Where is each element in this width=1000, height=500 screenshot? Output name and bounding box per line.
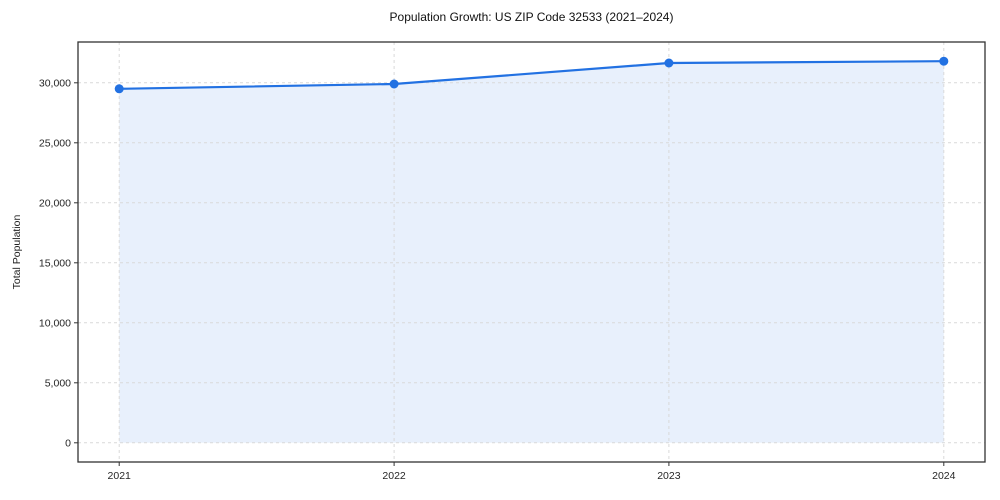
y-tick-label: 0 (65, 437, 71, 449)
data-point-marker (114, 84, 124, 94)
y-tick-label: 25,000 (39, 137, 71, 149)
y-tick-label: 30,000 (39, 77, 71, 89)
data-point-marker (664, 58, 674, 68)
data-point-marker (939, 56, 949, 66)
area-fill (119, 61, 944, 443)
x-tick-label: 2024 (932, 470, 956, 482)
population-line (118, 60, 945, 90)
y-tick-label: 5,000 (45, 377, 71, 389)
y-tick-label: 20,000 (39, 197, 71, 209)
y-tick-label: 10,000 (39, 317, 71, 329)
x-tick-label: 2023 (657, 470, 681, 482)
x-tick-label: 2021 (108, 470, 132, 482)
plot-border (77, 41, 986, 463)
y-tick-label: 15,000 (39, 257, 71, 269)
data-point-marker (389, 79, 399, 89)
chart-title: Population Growth: US ZIP Code 32533 (20… (389, 10, 674, 24)
x-tick-label: 2022 (382, 470, 406, 482)
